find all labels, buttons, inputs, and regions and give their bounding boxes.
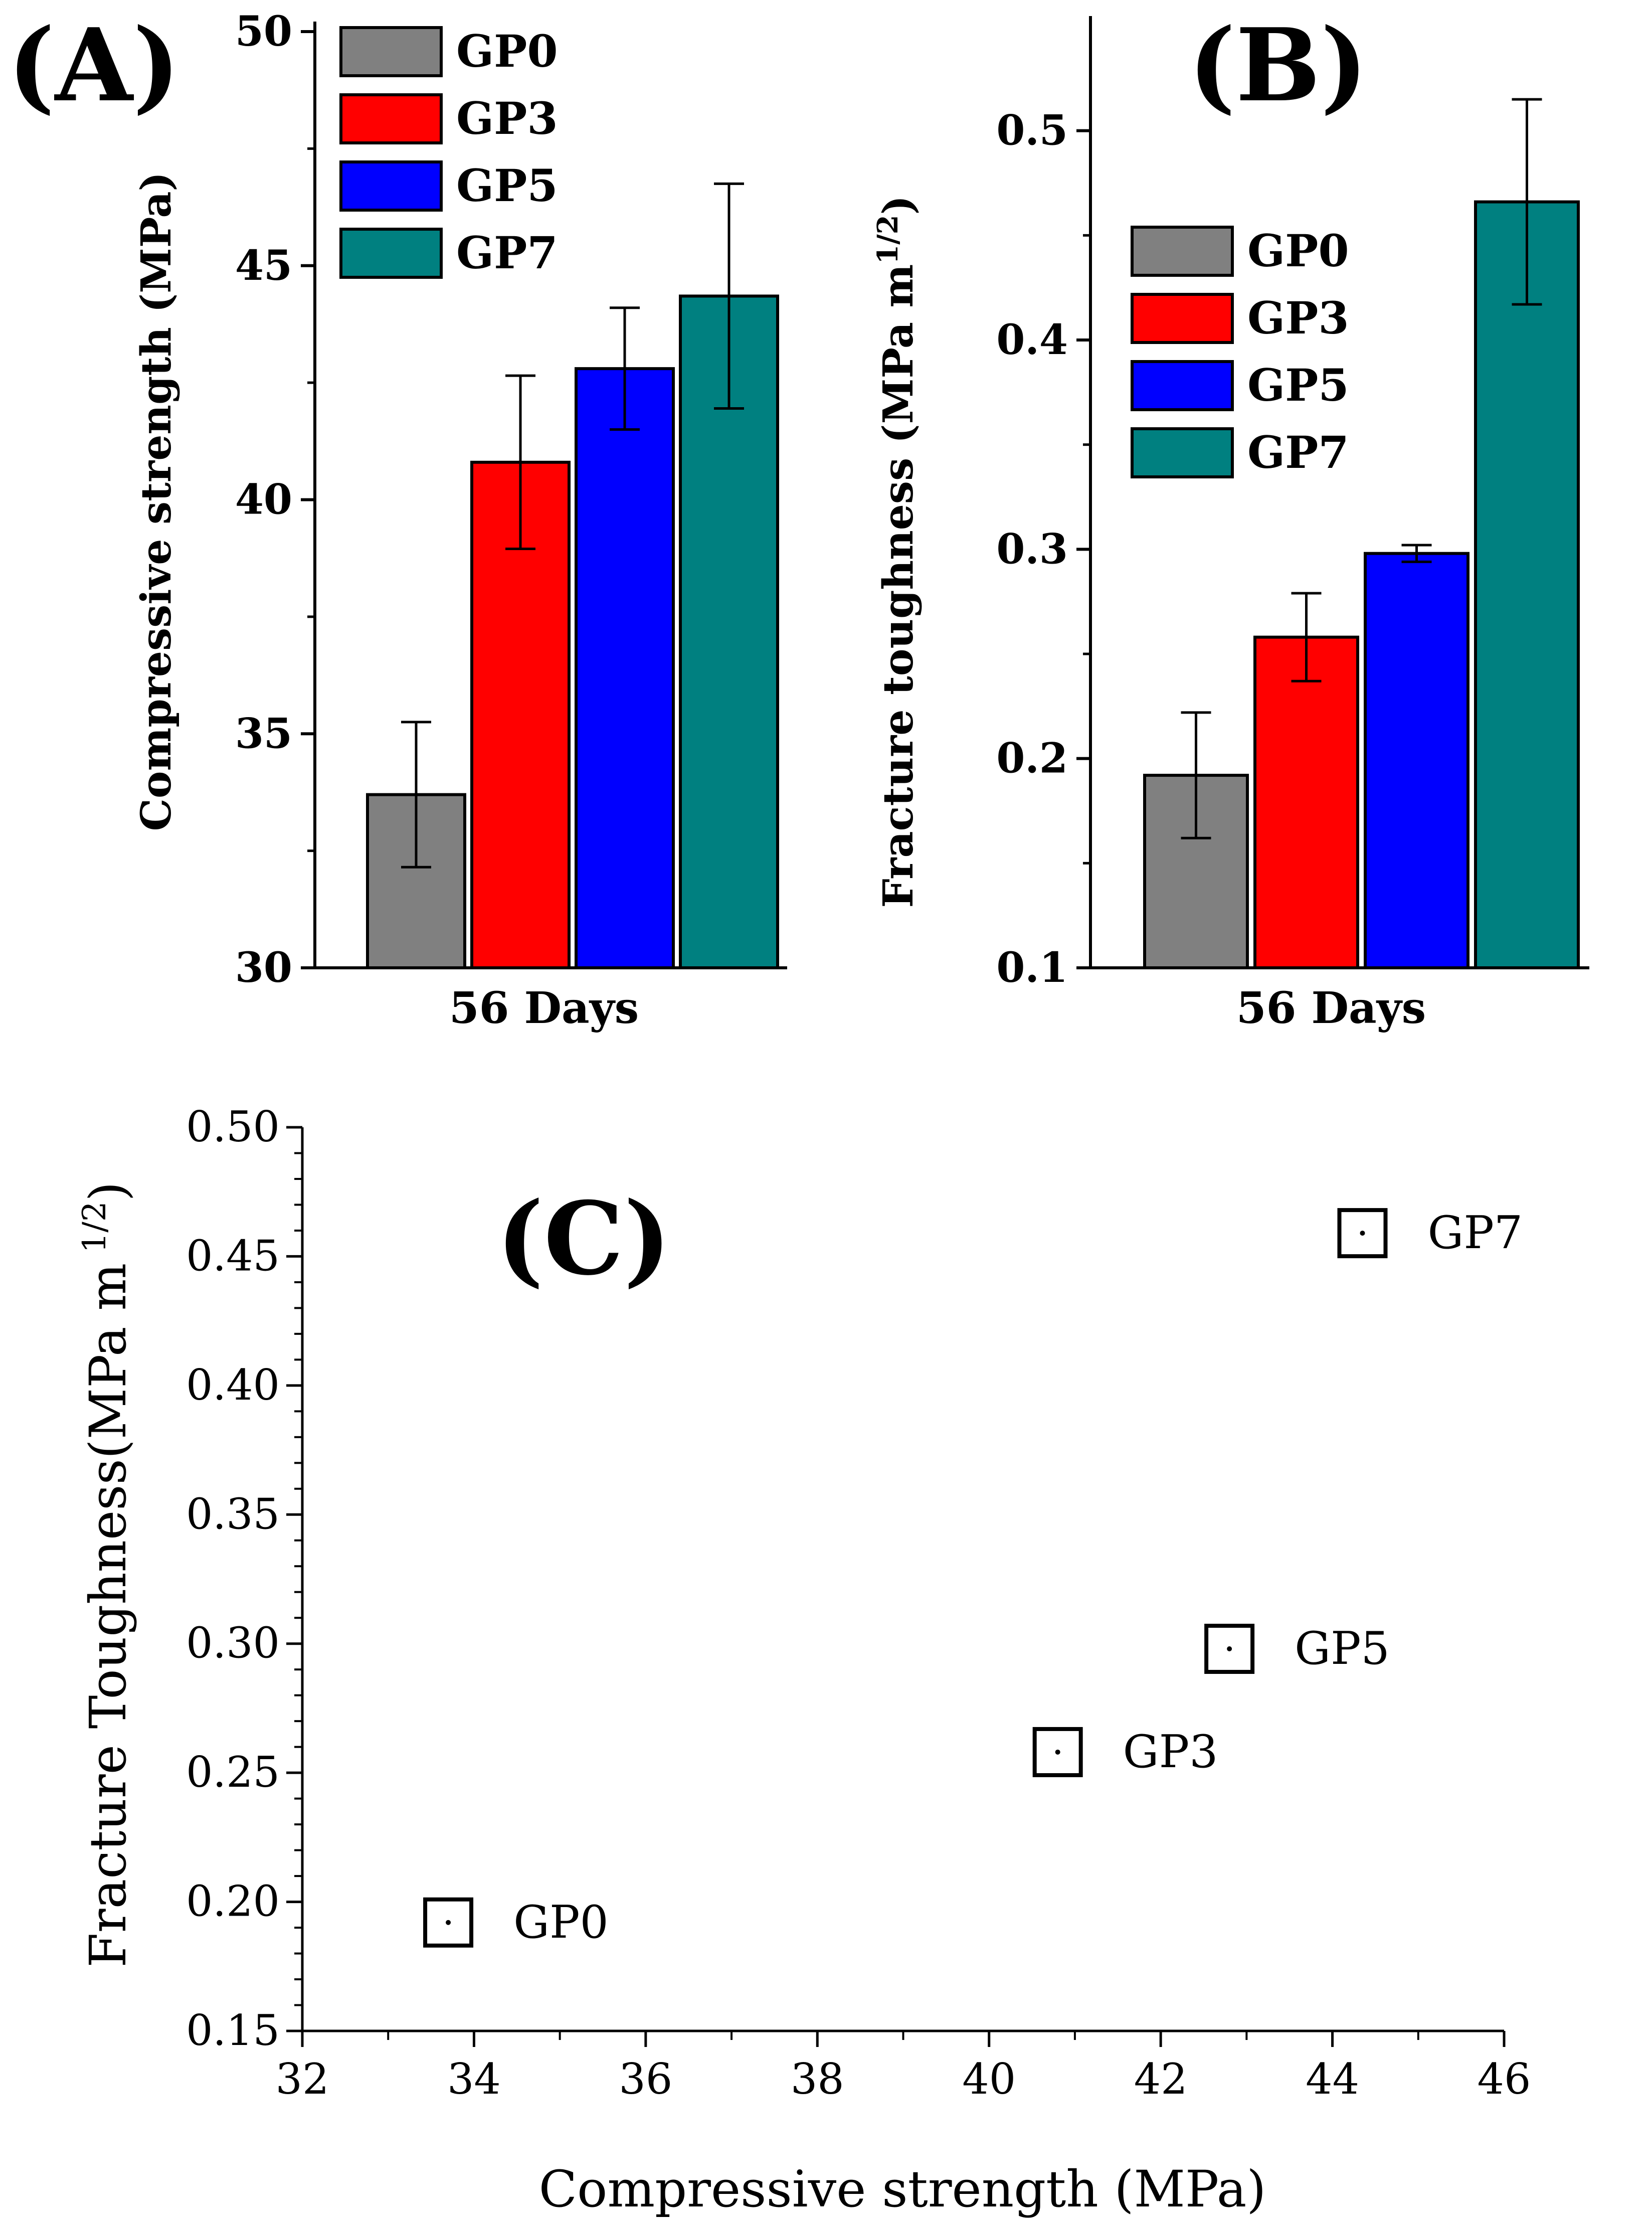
x-tick-label: 32 bbox=[276, 2055, 329, 2104]
y-tick-label: 0.45 bbox=[186, 1231, 280, 1280]
y-tick-label: 40 bbox=[235, 476, 292, 524]
legend-swatch-gp0 bbox=[1131, 226, 1234, 277]
panel-a-bar-chart: 30 35 40 45 50 56 Days Compressive strength (M… bbox=[8, 7, 787, 1034]
legend-swatch-gp5 bbox=[339, 160, 443, 212]
scatter-point-gp5 bbox=[1204, 1624, 1255, 1674]
x-tick-label: 34 bbox=[447, 2055, 501, 2104]
y-tick-label: 0.25 bbox=[186, 1748, 280, 1797]
y-axis-label: Fracture toughness (MPa m1/2) bbox=[871, 196, 923, 908]
y-tick-label: 0.20 bbox=[186, 1877, 280, 1926]
x-tick-label: 42 bbox=[1134, 2055, 1188, 2104]
bar-gp3 bbox=[1253, 635, 1359, 969]
scatter-point-gp0 bbox=[423, 1897, 474, 1948]
point-label: GP0 bbox=[513, 1896, 609, 1949]
x-tick-label: 46 bbox=[1478, 2055, 1531, 2104]
y-tick-label: 50 bbox=[235, 8, 292, 56]
panel-label: (C) bbox=[496, 1180, 671, 1298]
legend-label: GP0 bbox=[456, 25, 558, 77]
legend-label: GP5 bbox=[1247, 359, 1349, 411]
y-tick-label: 0.2 bbox=[996, 735, 1068, 783]
y-tick-label: 45 bbox=[235, 242, 292, 290]
panel-c-scatter-chart: 32 34 36 38 40 42 44 46 0.15 0.20 0.25 0.30 0.35 0.40… bbox=[76, 1102, 1531, 2218]
y-tick-label: 0.4 bbox=[996, 316, 1068, 364]
x-axis-label: Compressive strength (MPa) bbox=[539, 2160, 1266, 2218]
scatter-point-center bbox=[1360, 1231, 1365, 1236]
x-axis-label: 56 Days bbox=[449, 983, 639, 1034]
scatter-point-center bbox=[446, 1920, 451, 1925]
x-tick-label: 36 bbox=[619, 2055, 672, 2104]
scatter-point-gp3 bbox=[1032, 1727, 1083, 1777]
point-label: GP5 bbox=[1295, 1622, 1390, 1675]
y-tick-label: 0.1 bbox=[996, 944, 1068, 992]
scatter-point-center bbox=[1055, 1749, 1060, 1755]
y-axis-label: Compressive strength (MPa) bbox=[132, 172, 180, 831]
x-tick-label: 44 bbox=[1306, 2055, 1359, 2104]
legend-swatch-gp5 bbox=[1131, 360, 1234, 411]
y-tick-label: 0.15 bbox=[186, 2006, 280, 2055]
legend-label: GP3 bbox=[1247, 292, 1349, 344]
panel-b-bar-chart: 0.1 0.2 0.3 0.4 0.5 56 Days Fracture toughness… bbox=[871, 7, 1589, 1034]
scatter-point-gp7 bbox=[1337, 1208, 1388, 1259]
legend-swatch-gp3 bbox=[339, 93, 443, 144]
legend-label: GP5 bbox=[456, 159, 558, 212]
y-tick-label: 0.5 bbox=[996, 107, 1068, 155]
x-tick-label: 38 bbox=[791, 2055, 844, 2104]
legend-label: GP0 bbox=[1247, 225, 1349, 277]
y-tick-label: 0.40 bbox=[186, 1360, 280, 1410]
x-axis-label: 56 Days bbox=[1236, 983, 1426, 1034]
bar-gp7 bbox=[1474, 200, 1580, 969]
legend-swatch-gp7 bbox=[339, 228, 443, 279]
legend-swatch-gp0 bbox=[339, 26, 443, 77]
x-tick-label: 40 bbox=[962, 2055, 1016, 2104]
y-tick-label: 0.50 bbox=[186, 1102, 280, 1151]
bar-gp5 bbox=[575, 367, 675, 969]
legend-swatch-gp3 bbox=[1131, 293, 1234, 344]
bar-gp5 bbox=[1364, 552, 1470, 970]
panel-label: (B) bbox=[1188, 7, 1368, 124]
point-label: GP3 bbox=[1123, 1726, 1218, 1778]
y-tick-label: 0.30 bbox=[186, 1619, 280, 1668]
legend-label: GP3 bbox=[456, 92, 558, 144]
panel-label: (A) bbox=[8, 7, 180, 124]
y-tick-label: 30 bbox=[235, 944, 292, 992]
y-tick-label: 0.35 bbox=[186, 1489, 280, 1538]
y-tick-label: 0.3 bbox=[996, 525, 1068, 573]
legend-swatch-gp7 bbox=[1131, 427, 1234, 478]
y-tick-label: 35 bbox=[235, 710, 292, 758]
scatter-point-center bbox=[1227, 1646, 1232, 1652]
legend-label: GP7 bbox=[1247, 426, 1349, 478]
legend-label: GP7 bbox=[456, 227, 558, 279]
y-axis-label: Fracture Toughness(MPa m 1/2) bbox=[76, 1181, 137, 1967]
point-label: GP7 bbox=[1427, 1207, 1523, 1259]
